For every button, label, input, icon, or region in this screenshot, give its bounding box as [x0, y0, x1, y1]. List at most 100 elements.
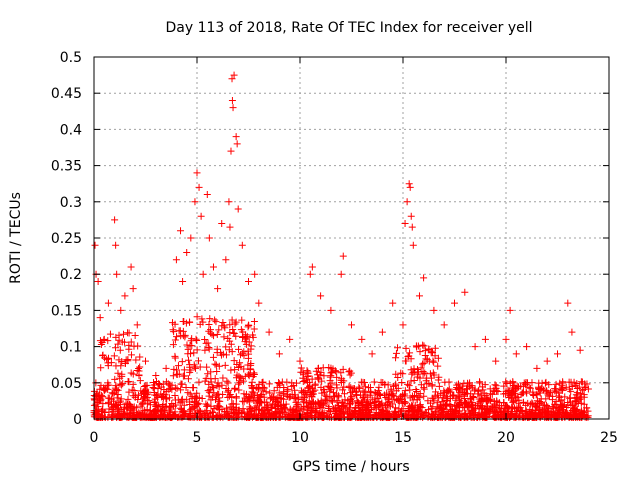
data-point	[437, 389, 445, 397]
data-point	[566, 394, 574, 402]
data-point	[420, 385, 428, 393]
data-point	[98, 405, 106, 413]
data-point	[118, 381, 126, 389]
data-point	[177, 332, 185, 340]
data-point	[196, 320, 204, 328]
data-point	[162, 414, 170, 422]
data-point	[129, 380, 137, 388]
data-point	[191, 363, 199, 371]
data-point	[244, 371, 252, 379]
data-point	[425, 406, 433, 414]
data-point	[372, 398, 380, 406]
data-point	[533, 364, 541, 372]
data-point	[493, 397, 501, 405]
data-point	[115, 356, 123, 364]
data-point	[309, 387, 317, 395]
data-point	[167, 403, 175, 411]
data-point	[403, 198, 411, 206]
data-point	[410, 407, 418, 415]
data-point	[390, 410, 398, 418]
data-point	[402, 357, 410, 365]
data-point	[317, 410, 325, 418]
data-point	[532, 402, 540, 410]
data-point	[526, 384, 534, 392]
data-point	[421, 369, 429, 377]
data-point	[201, 335, 209, 343]
data-point	[541, 379, 549, 387]
data-point	[109, 407, 117, 415]
data-point	[463, 385, 471, 393]
data-point	[141, 389, 149, 397]
data-point	[551, 385, 559, 393]
data-point	[220, 322, 228, 330]
data-point	[121, 359, 129, 367]
data-point	[404, 352, 412, 360]
data-point	[571, 381, 579, 389]
data-point	[136, 353, 144, 361]
data-point	[536, 398, 544, 406]
data-point	[330, 392, 338, 400]
data-point	[235, 345, 243, 353]
data-point	[99, 400, 107, 408]
data-point	[203, 407, 211, 415]
data-point	[568, 328, 576, 336]
data-point	[250, 318, 258, 326]
data-point	[199, 270, 207, 278]
data-point	[219, 390, 227, 398]
data-point	[201, 346, 209, 354]
data-point	[104, 385, 112, 393]
data-point	[552, 388, 560, 396]
data-point	[238, 316, 246, 324]
data-point	[571, 397, 579, 405]
data-point	[298, 396, 306, 404]
data-point	[188, 404, 196, 412]
data-point	[406, 386, 414, 394]
data-point	[418, 409, 426, 417]
x-tick-label: 15	[394, 430, 412, 446]
data-point	[568, 407, 576, 415]
data-point	[440, 321, 448, 329]
data-point	[552, 380, 560, 388]
data-point	[455, 402, 463, 410]
data-point	[241, 372, 249, 380]
data-point	[116, 374, 124, 382]
data-point	[164, 380, 172, 388]
data-point	[482, 408, 490, 416]
data-point	[414, 342, 422, 350]
data-point	[580, 385, 588, 393]
data-point	[234, 380, 242, 388]
data-point	[399, 370, 407, 378]
data-point	[157, 407, 165, 415]
data-point	[469, 404, 477, 412]
x-tick-label: 10	[291, 430, 309, 446]
data-point	[448, 413, 456, 421]
data-point	[229, 104, 237, 112]
data-point	[193, 313, 201, 321]
data-point	[213, 331, 221, 339]
data-point	[340, 390, 348, 398]
data-point	[195, 406, 203, 414]
data-point	[531, 401, 539, 409]
data-point	[401, 398, 409, 406]
data-point	[152, 413, 160, 421]
data-point	[470, 393, 478, 401]
data-point	[201, 409, 209, 417]
data-point	[281, 404, 289, 412]
data-point	[416, 394, 424, 402]
data-point	[155, 379, 163, 387]
data-point	[442, 388, 450, 396]
data-point	[301, 377, 309, 385]
data-point	[184, 356, 192, 364]
data-point	[181, 333, 189, 341]
data-point	[214, 285, 222, 293]
data-point	[555, 393, 563, 401]
data-point	[392, 354, 400, 362]
data-point	[378, 407, 386, 415]
data-point	[311, 413, 319, 421]
data-point	[317, 292, 325, 300]
data-point	[190, 349, 198, 357]
data-point	[495, 404, 503, 412]
data-point	[502, 387, 510, 395]
data-point	[195, 400, 203, 408]
data-point	[261, 403, 269, 411]
